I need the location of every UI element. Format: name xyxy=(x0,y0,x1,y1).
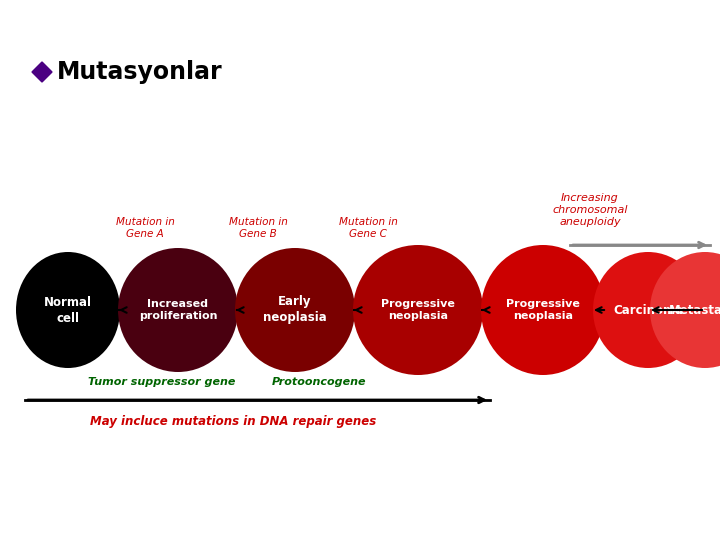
Text: Normal
cell: Normal cell xyxy=(44,295,92,325)
Text: Mutation in
Gene A: Mutation in Gene A xyxy=(116,217,174,239)
Text: Increased
proliferation: Increased proliferation xyxy=(139,299,217,321)
Text: Early
neoplasia: Early neoplasia xyxy=(263,295,327,325)
Text: Progressive
neoplasia: Progressive neoplasia xyxy=(506,299,580,321)
Ellipse shape xyxy=(593,252,703,368)
Text: Protooncogene: Protooncogene xyxy=(272,377,366,387)
Text: Increasing
chromosomal
aneuploidy: Increasing chromosomal aneuploidy xyxy=(552,193,628,227)
Ellipse shape xyxy=(353,245,483,375)
Text: Progressive
neoplasia: Progressive neoplasia xyxy=(381,299,455,321)
Text: Tumor suppressor gene: Tumor suppressor gene xyxy=(88,377,235,387)
Ellipse shape xyxy=(235,248,355,372)
Text: May incluce mutations in DNA repair genes: May incluce mutations in DNA repair gene… xyxy=(90,415,377,429)
Ellipse shape xyxy=(650,252,720,368)
Text: Metastasis: Metastasis xyxy=(669,303,720,316)
Text: Carcinoma: Carcinoma xyxy=(613,303,683,316)
Ellipse shape xyxy=(16,252,120,368)
Polygon shape xyxy=(32,62,52,82)
Text: Mutation in
Gene C: Mutation in Gene C xyxy=(338,217,397,239)
Text: Mutasyonlar: Mutasyonlar xyxy=(57,60,222,84)
Ellipse shape xyxy=(118,248,238,372)
Text: Mutation in
Gene B: Mutation in Gene B xyxy=(228,217,287,239)
Ellipse shape xyxy=(481,245,605,375)
